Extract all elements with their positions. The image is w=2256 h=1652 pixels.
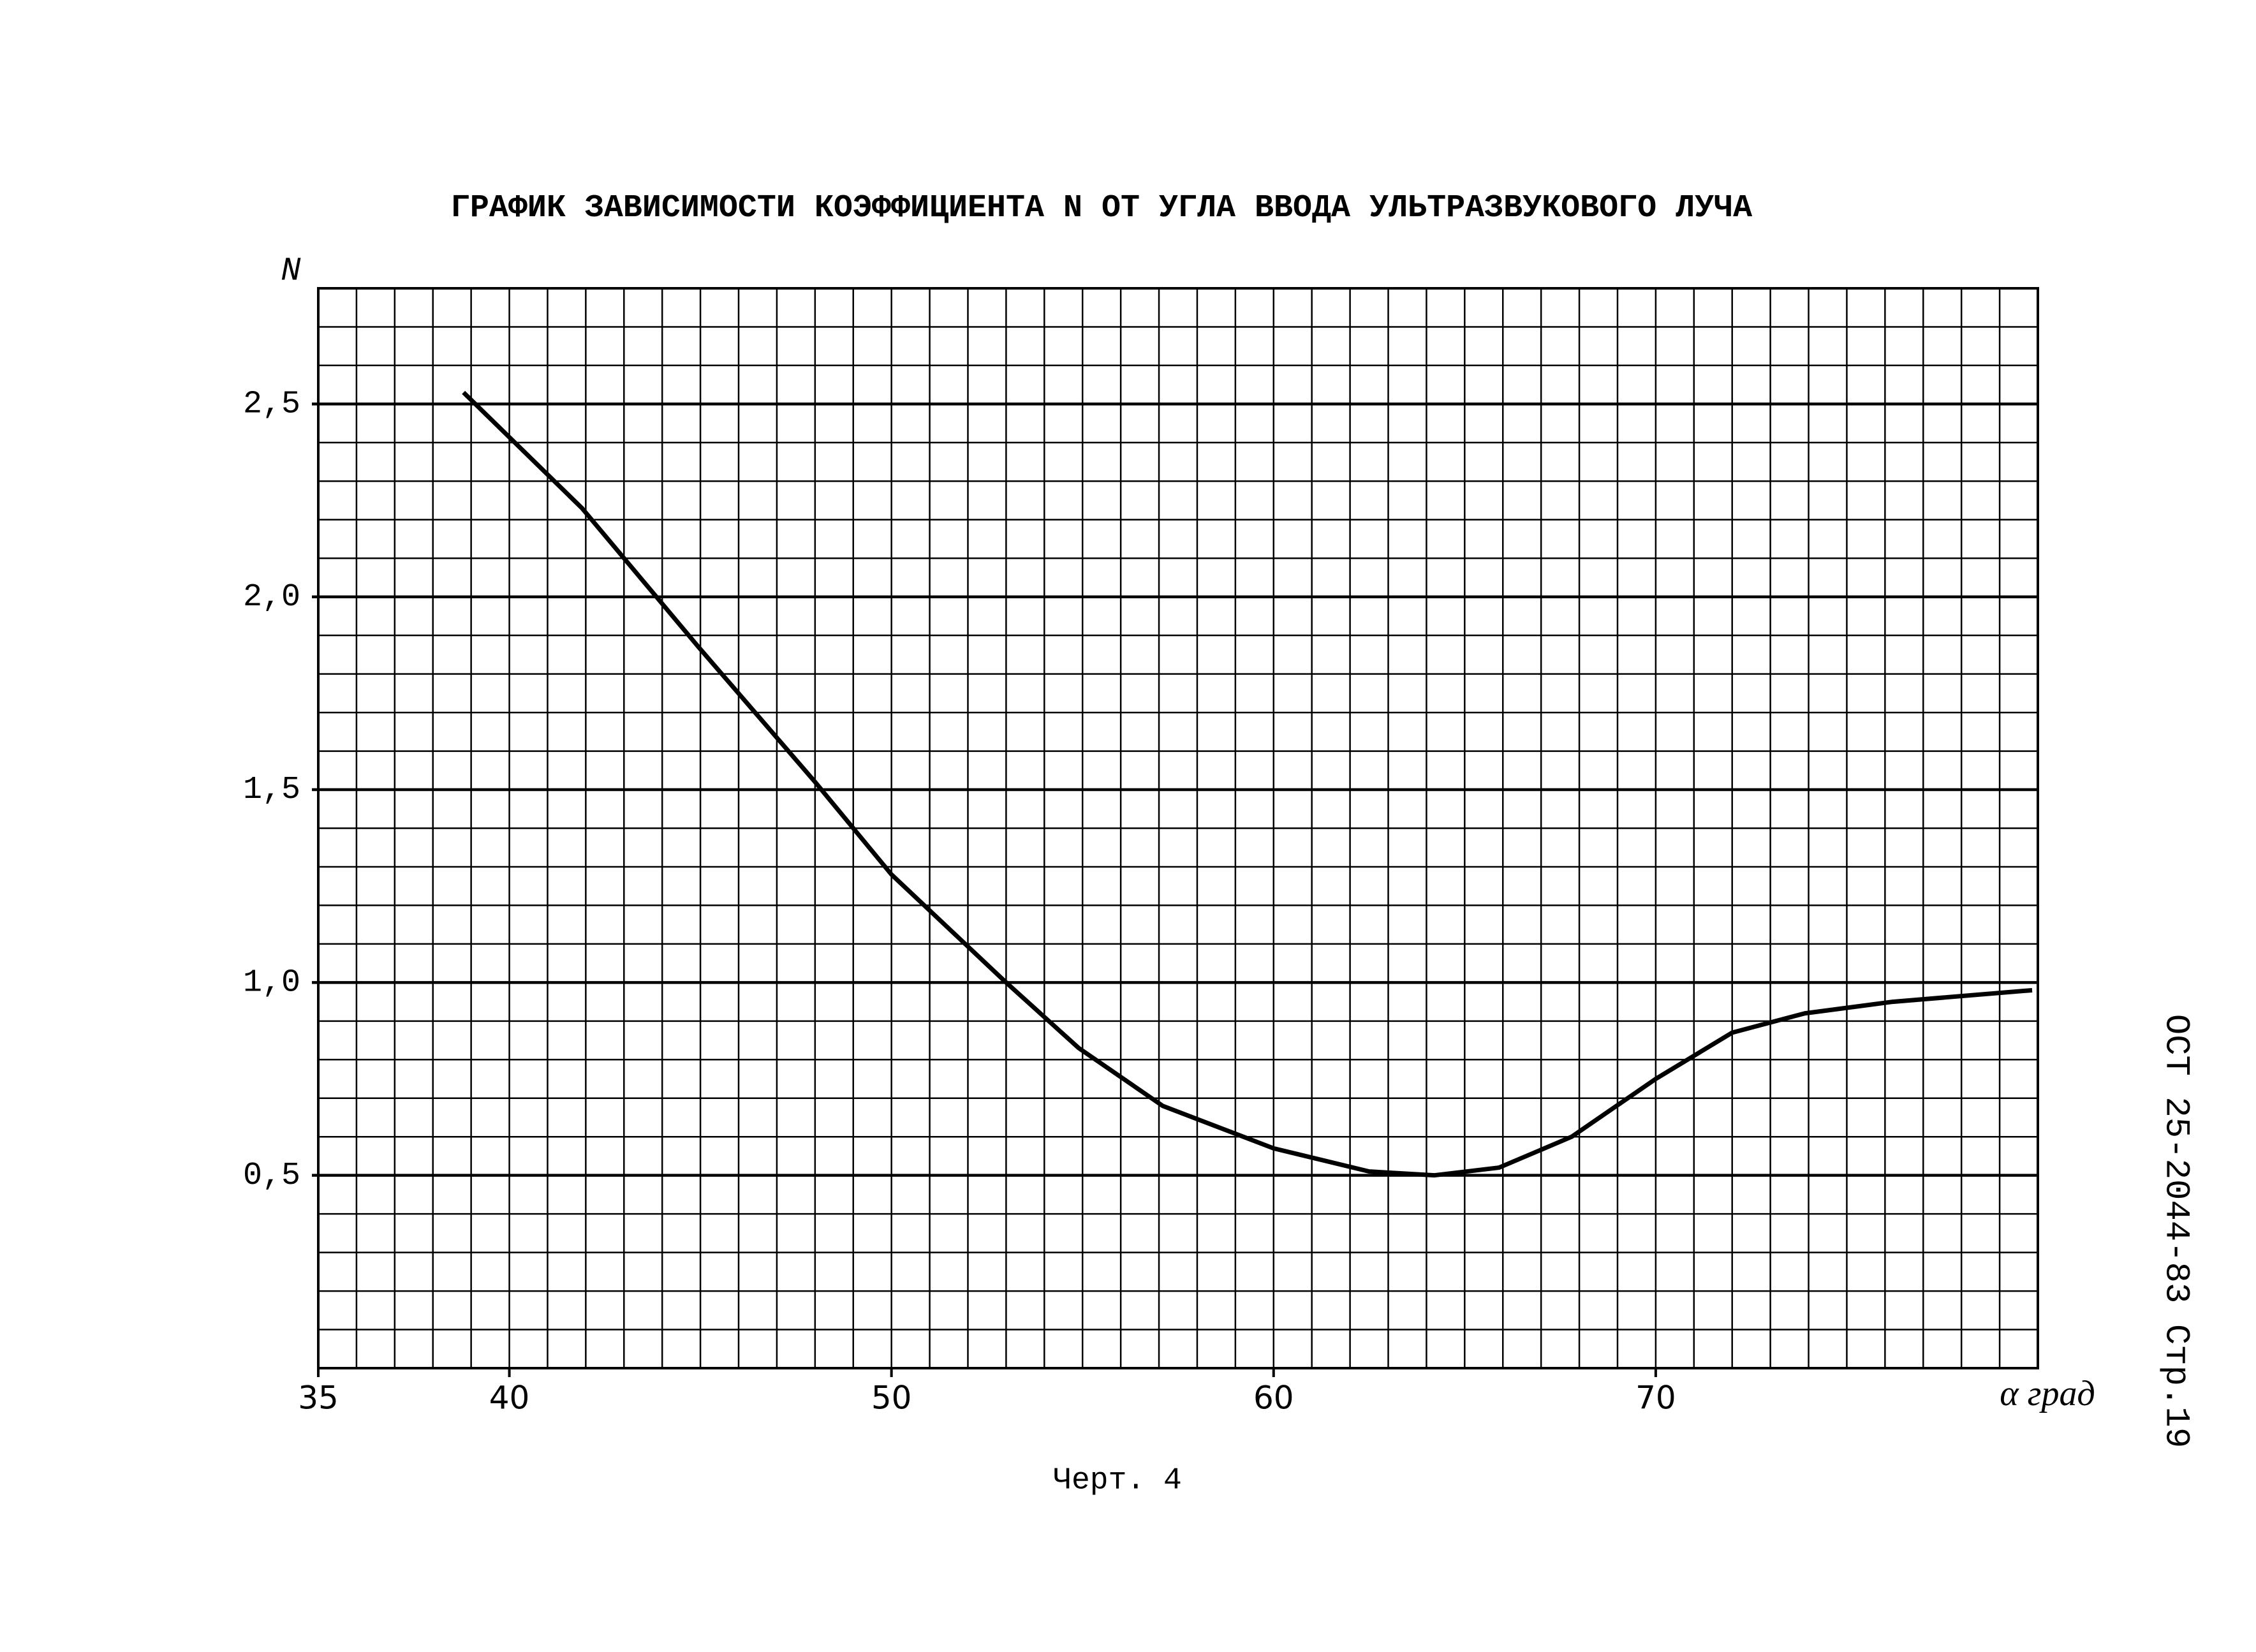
y-tick-label: 1,5 xyxy=(243,772,300,808)
chart-title: ГРАФИК ЗАВИСИМОСТИ КОЭФФИЦИЕНТА N ОТ УГЛ… xyxy=(451,190,1752,226)
y-tick-label: 2,0 xyxy=(243,579,300,616)
x-tick-label: 70 xyxy=(1635,1380,1676,1417)
x-tick-label: 35 xyxy=(298,1380,339,1417)
y-tick-label: 1,0 xyxy=(243,965,300,1001)
y-tick-label: 0,5 xyxy=(243,1158,300,1194)
y-axis-label: N xyxy=(281,253,301,290)
y-tick-label: 2,5 xyxy=(243,387,300,423)
caption: Черт. 4 xyxy=(1053,1464,1182,1498)
x-tick-label: 60 xyxy=(1253,1380,1294,1417)
side-note: ОСТ 25-2044-83 Стр.19 xyxy=(2156,1014,2195,1449)
x-tick-label: 50 xyxy=(871,1380,912,1417)
plot-frame xyxy=(317,287,2039,1369)
curve xyxy=(462,390,2033,1178)
x-axis-label: α град xyxy=(2000,1374,2095,1413)
x-tick-label: 40 xyxy=(489,1380,530,1417)
